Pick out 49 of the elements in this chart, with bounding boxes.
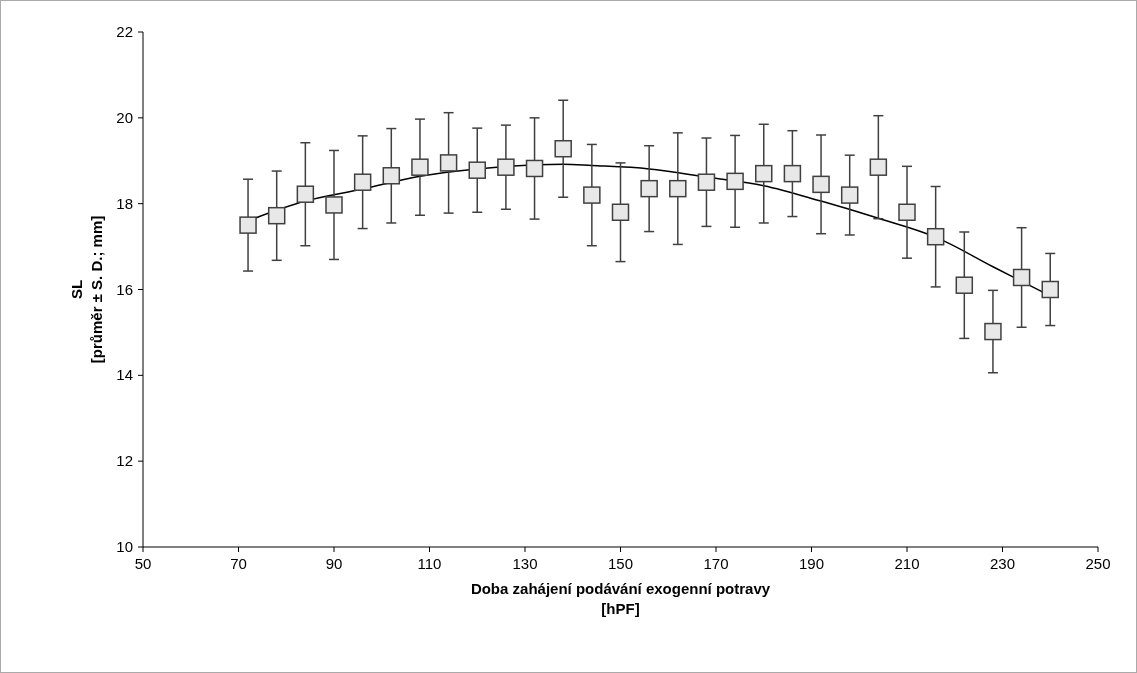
point	[353, 173, 372, 191]
x-axis-title: Doba zahájení podávání exogenní potravy [hPF]	[470, 580, 771, 617]
point	[267, 206, 286, 225]
x-tick-label: 210	[894, 555, 920, 572]
point	[984, 322, 1002, 341]
point	[726, 172, 744, 191]
x-tick-label: 170	[703, 555, 729, 572]
y-axis-title: SL [průměr ± S. D.; mm]	[68, 215, 105, 364]
point	[640, 179, 658, 198]
point	[1041, 280, 1059, 299]
point	[468, 161, 486, 179]
x-tick-label: 230	[989, 555, 1016, 572]
point	[898, 203, 916, 221]
point	[812, 175, 830, 194]
point	[783, 164, 802, 183]
y-tick-label: 12	[116, 452, 133, 470]
point	[296, 185, 315, 203]
point	[239, 216, 257, 234]
x-tick-label: 70	[230, 555, 247, 572]
point	[926, 227, 945, 246]
point	[525, 159, 544, 178]
point	[755, 164, 773, 183]
point	[669, 179, 687, 198]
point	[554, 139, 572, 158]
point	[840, 186, 859, 204]
y-tick-label: 16	[116, 280, 133, 298]
x-tick-label: 190	[798, 555, 825, 572]
y-tick-label: 22	[116, 23, 133, 40]
y-tick-label: 10	[116, 538, 133, 555]
point	[955, 276, 974, 294]
y-tick-label: 14	[116, 366, 133, 384]
point	[583, 186, 601, 204]
x-tick-label: 250	[1085, 555, 1111, 572]
point	[869, 158, 888, 176]
point	[439, 154, 458, 172]
point	[325, 196, 343, 214]
x-tick-label: 110	[417, 555, 442, 572]
y-tick-label: 18	[116, 194, 133, 212]
point	[1012, 268, 1031, 287]
point	[497, 158, 515, 176]
y-tick-label: 20	[116, 108, 133, 126]
point	[611, 203, 630, 221]
x-tick-label: 50	[134, 555, 152, 572]
point	[411, 158, 429, 176]
x-tick-label: 150	[607, 555, 634, 572]
point	[697, 173, 716, 191]
x-tick-label: 130	[512, 555, 538, 572]
x-tick-label: 90	[325, 555, 343, 572]
point	[382, 167, 401, 185]
